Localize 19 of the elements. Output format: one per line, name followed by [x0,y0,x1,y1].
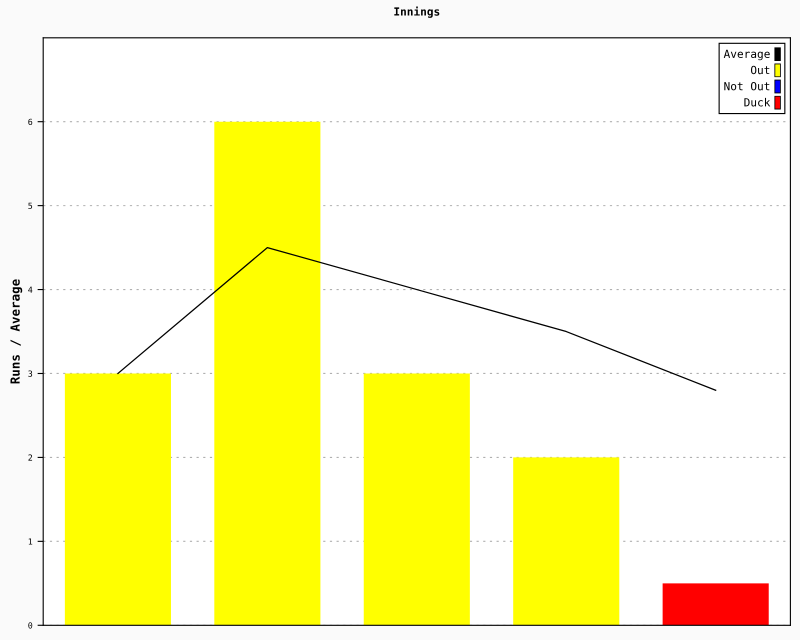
y-axis-title: Runs / Average [10,279,22,384]
legend-label: Duck [744,98,770,107]
y-tick-label: 0 [28,622,32,629]
y-tick-label: 5 [28,202,32,209]
y-tick-label: 4 [28,286,32,293]
bar [214,122,320,626]
bar [513,457,620,626]
legend-label: Not Out [724,82,770,90]
y-tick-label: 3 [28,370,32,377]
bar [364,373,470,626]
y-tick-label: 1 [28,538,32,545]
y-tick-label: 2 [28,454,32,461]
line-series [117,246,716,391]
chart-title: Innings [394,6,440,18]
bar [662,583,769,626]
bar [64,373,171,626]
legend-label: Out [750,66,770,74]
y-tick-label: 6 [28,118,32,125]
legend-label: Average [724,50,770,60]
